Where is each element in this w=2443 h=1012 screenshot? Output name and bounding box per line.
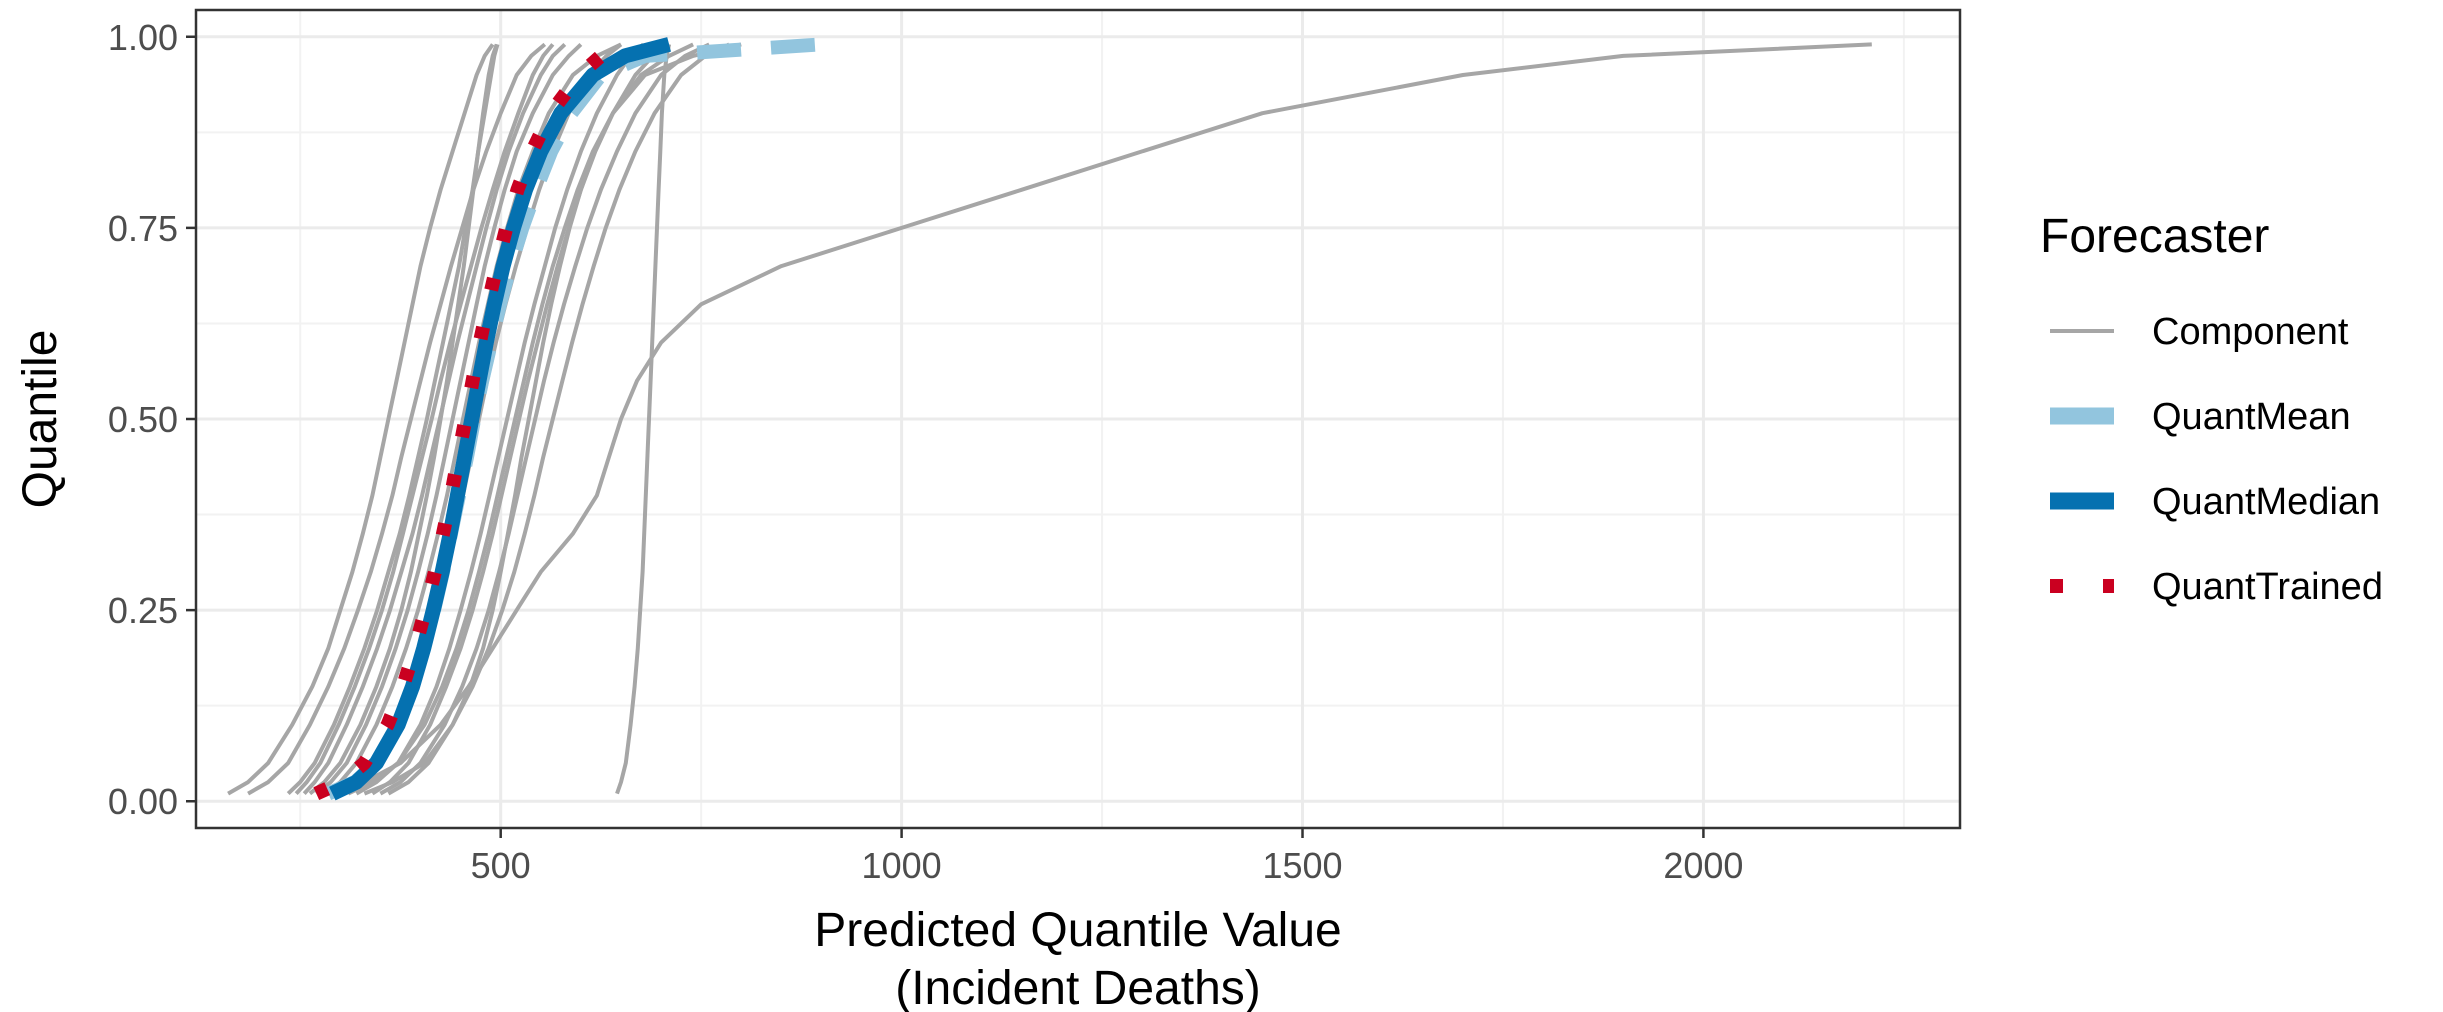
y-tick-label: 0.50 [108,399,178,440]
legend-item-quantmedian: QuantMedian [2050,481,2380,523]
legend: Forecaster Component QuantMean QuantMedi… [2040,210,2383,608]
series-line-component-16 [331,42,1872,796]
legend-item-component: Component [2050,311,2349,353]
y-tick-label: 0.25 [108,590,178,631]
x-axis-title-line1: Predicted Quantile Value [814,904,1341,957]
series-line-quanttrained [313,38,624,800]
y-tick-label: 0.00 [108,781,178,822]
series-line-component-0 [227,43,495,796]
series-line-quantmedian [329,37,671,801]
legend-label-quantmedian: QuantMedian [2152,481,2380,523]
x-tick-label: 1500 [1262,845,1342,886]
legend-label-component: Component [2152,311,2349,353]
x-tick-label: 1000 [862,845,942,886]
series-line-component-14 [363,42,742,796]
series-line-component-9 [355,42,645,796]
series-lines [227,37,1872,801]
major-gridlines [196,10,1960,828]
y-tick-label: 1.00 [108,17,178,58]
x-tick-label: 500 [471,845,531,886]
legend-label-quantmean: QuantMean [2152,396,2351,438]
y-tick-label: 0.75 [108,208,178,249]
legend-label-quanttrained: QuantTrained [2152,566,2383,608]
axis-ticks [186,35,1705,838]
x-axis-title-line2: (Incident Deaths) [895,962,1261,1012]
y-axis-title: Quantile [14,330,67,509]
series-line-component-5 [308,43,499,796]
series-line-component-12 [379,42,711,796]
legend-item-quanttrained: QuantTrained [2050,566,2383,608]
legend-title: Forecaster [2040,210,2269,263]
tick-labels: 500 1000 1500 2000 0.00 0.25 0.50 0.75 1.00 [108,17,1744,886]
series-line-component-6 [315,42,583,796]
x-tick-label: 2000 [1663,845,1743,886]
series-line-component-1 [247,42,547,796]
series-line-component-3 [294,43,555,795]
series-line-component-15 [615,43,672,795]
legend-item-quantmean: QuantMean [2050,396,2351,438]
